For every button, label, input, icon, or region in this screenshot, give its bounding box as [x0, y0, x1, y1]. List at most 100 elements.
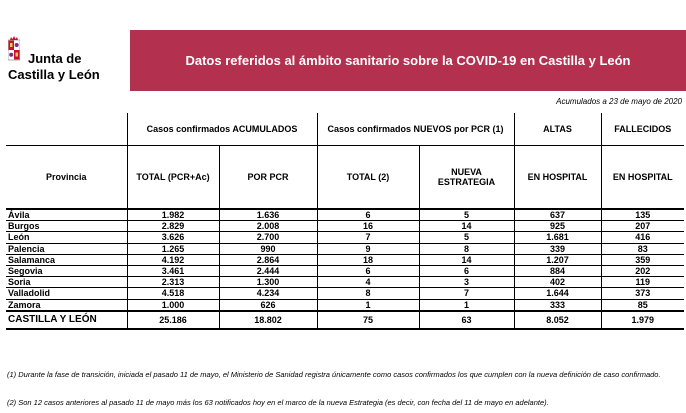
cell-fallecidos: 202 [600, 265, 685, 278]
header-fallecidos-hospital: EN HOSPITAL [600, 145, 685, 209]
cell-total-pcr-ac: 1.000 [126, 299, 219, 312]
cell-total-2: 6 [316, 265, 419, 278]
logo-text-line2: Castilla y León [8, 67, 100, 82]
cell-total-2: 4 [316, 276, 419, 289]
cell-total-pcr-ac: 1.265 [126, 243, 219, 255]
cell-provincia: Burgos [6, 220, 127, 233]
cell-fallecidos: 135 [600, 209, 685, 222]
cell-provincia: Valladolid [6, 287, 127, 300]
total-row: CASTILLA Y LEÓN 25.186 18.802 75 63 8.05… [6, 309, 685, 330]
cell-por-pcr: 2.008 [218, 220, 317, 233]
cell-altas-total: 8.052 [513, 309, 602, 330]
cell-por-pcr: 2.444 [218, 265, 317, 278]
cell-altas: 1.207 [513, 254, 602, 266]
logo-text-line1: Junta de [28, 51, 82, 66]
header-total-pcr-ac: TOTAL (PCR+Ac) [126, 145, 219, 209]
cell-por-pcr: 2.864 [218, 254, 317, 266]
cell-provincia: Salamanca [6, 254, 127, 266]
cell-fallecidos: 373 [600, 287, 685, 300]
cell-por-pcr: 2.700 [218, 231, 317, 244]
header-total-2: TOTAL (2) [316, 145, 419, 209]
cell-altas: 339 [513, 243, 602, 255]
cell-provincia: Zamora [6, 299, 127, 312]
table-row: Valladolid 4.518 4.234 8 7 1.644 373 [6, 287, 685, 300]
cell-altas: 884 [513, 265, 602, 278]
cell-total-2: 18 [316, 254, 419, 266]
cell-nueva: 6 [418, 265, 515, 278]
table-row: Salamanca 4.192 2.864 18 14 1.207 359 [6, 254, 685, 266]
title-banner: Datos referidos al ámbito sanitario sobr… [130, 30, 686, 91]
cell-provincia: Palencia [6, 243, 127, 255]
cell-nueva: 14 [418, 220, 515, 233]
cell-por-pcr: 1.636 [218, 209, 317, 222]
cell-altas: 1.644 [513, 287, 602, 300]
header-provincia: Provincia [6, 145, 127, 209]
cell-provincia: Soria [6, 276, 127, 289]
cell-altas: 402 [513, 276, 602, 289]
date-note: Acumulados a 23 de mayo de 2020 [556, 97, 682, 106]
cell-fallecidos: 416 [600, 231, 685, 244]
table-row: Zamora 1.000 626 1 1 333 85 [6, 299, 685, 312]
cell-total-2: 8 [316, 287, 419, 300]
junta-logo: Junta de Castilla y León [8, 36, 128, 86]
cell-total-2: 16 [316, 220, 419, 233]
cell-provincia: Segovia [6, 265, 127, 278]
table-row: Ávila 1.982 1.636 6 5 637 135 [6, 209, 685, 222]
cell-altas: 1.681 [513, 231, 602, 244]
cell-total-2: 1 [316, 299, 419, 312]
table-row: Soria 2.313 1.300 4 3 402 119 [6, 276, 685, 289]
cell-total-pcr-ac: 4.518 [126, 287, 219, 300]
cell-por-pcr: 4.234 [218, 287, 317, 300]
cell-por-pcr-total: 18.802 [218, 309, 317, 330]
cell-fallecidos: 83 [600, 243, 685, 255]
cell-nueva: 5 [418, 231, 515, 244]
cell-total-pcr-ac: 4.192 [126, 254, 219, 266]
header-por-pcr: POR PCR [218, 145, 317, 209]
cell-fallecidos-total: 1.979 [600, 309, 685, 330]
table-row: León 3.626 2.700 7 5 1.681 416 [6, 231, 685, 244]
header-nueva-estrategia: NUEVA ESTRATEGIA [418, 145, 515, 209]
table-row: Segovia 3.461 2.444 6 6 884 202 [6, 265, 685, 278]
cell-total-pcr-ac: 3.461 [126, 265, 219, 278]
cell-altas: 333 [513, 299, 602, 312]
header-altas: ALTAS [513, 113, 602, 146]
cell-fallecidos: 207 [600, 220, 685, 233]
cell-total-2: 7 [316, 231, 419, 244]
cell-por-pcr: 1.300 [218, 276, 317, 289]
cell-provincia: Ávila [6, 209, 127, 222]
cell-total-2: 6 [316, 209, 419, 222]
cell-total-2: 9 [316, 243, 419, 255]
cell-por-pcr: 990 [218, 243, 317, 255]
header-altas-hospital: EN HOSPITAL [513, 145, 602, 209]
cell-altas: 925 [513, 220, 602, 233]
cell-total-pcr-ac: 2.313 [126, 276, 219, 289]
coat-of-arms-icon [8, 36, 20, 61]
cell-fallecidos: 119 [600, 276, 685, 289]
group-header-row: Casos confirmados ACUMULADOS Casos confi… [6, 113, 685, 146]
cell-nueva-total: 63 [418, 309, 515, 330]
column-header-row: Provincia TOTAL (PCR+Ac) POR PCR TOTAL (… [6, 145, 685, 209]
cell-nueva: 1 [418, 299, 515, 312]
banner-title: Datos referidos al ámbito sanitario sobr… [185, 53, 631, 68]
covid-data-table: Casos confirmados ACUMULADOS Casos confi… [6, 113, 685, 330]
cell-total-pcr-ac-total: 25.186 [126, 309, 219, 330]
cell-altas: 637 [513, 209, 602, 222]
header-new-pcr: Casos confirmados NUEVOS por PCR (1) [316, 113, 515, 146]
footnote-1: (1) Durante la fase de transición, inici… [7, 370, 661, 379]
cell-provincia: León [6, 231, 127, 244]
cell-fallecidos: 85 [600, 299, 685, 312]
cell-total-pcr-ac: 2.829 [126, 220, 219, 233]
cell-nueva: 5 [418, 209, 515, 222]
cell-nueva: 8 [418, 243, 515, 255]
empty-header-cell [6, 113, 127, 146]
cell-fallecidos: 359 [600, 254, 685, 266]
table-row: Palencia 1.265 990 9 8 339 83 [6, 243, 685, 255]
cell-total-pcr-ac: 3.626 [126, 231, 219, 244]
header-accumulated: Casos confirmados ACUMULADOS [126, 113, 317, 146]
cell-nueva: 14 [418, 254, 515, 266]
cell-total-2-total: 75 [316, 309, 419, 330]
cell-nueva: 3 [418, 276, 515, 289]
cell-nueva: 7 [418, 287, 515, 300]
header-fallecidos: FALLECIDOS [600, 113, 685, 146]
cell-provincia-total: CASTILLA Y LEÓN [6, 309, 127, 330]
